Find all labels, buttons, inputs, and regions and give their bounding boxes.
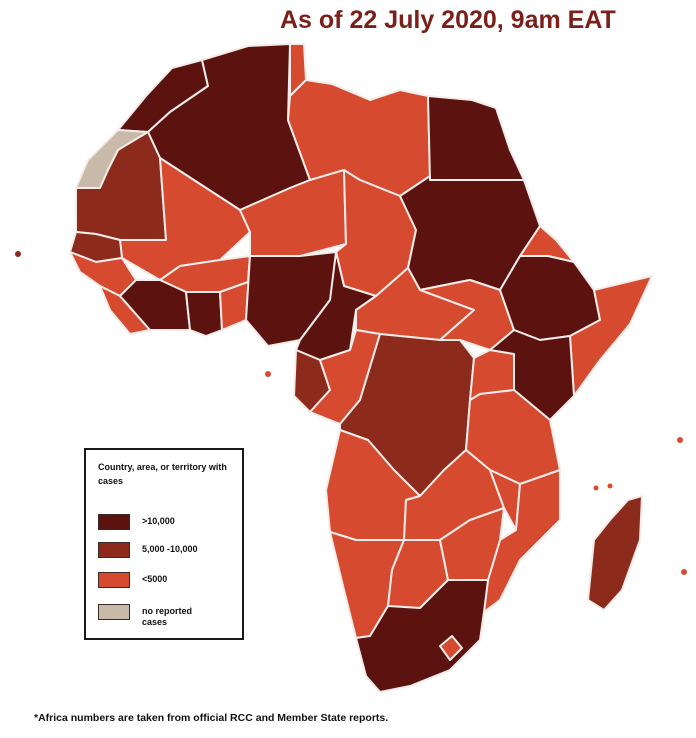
island-cape-verde[interactable] xyxy=(15,251,21,257)
region-lesotho[interactable] xyxy=(439,635,463,661)
region-sierra-leone-liberia[interactable] xyxy=(99,285,151,335)
island-comoros[interactable] xyxy=(593,485,599,491)
legend-label-no-cases: no reported cases xyxy=(142,606,193,627)
island-sao-tome[interactable] xyxy=(265,371,271,377)
legend-label-5000-10000: 5,000 -10,000 xyxy=(142,544,198,554)
map-title: As of 22 July 2020, 9am EAT xyxy=(280,6,616,34)
region-ghana[interactable] xyxy=(185,291,223,337)
legend-title: Country, area, or territory with cases xyxy=(98,462,227,486)
island-comoros-2[interactable] xyxy=(607,483,613,489)
region-mozambique[interactable] xyxy=(483,469,561,613)
region-egypt[interactable] xyxy=(427,95,525,181)
legend-swatch-under-5000 xyxy=(98,572,130,588)
island-mauritius[interactable] xyxy=(681,569,687,575)
region-madagascar[interactable] xyxy=(587,495,643,611)
africa-map xyxy=(15,43,687,693)
region-somalia[interactable] xyxy=(569,275,653,397)
legend-label-under-5000: <5000 xyxy=(142,574,168,584)
legend-swatch-5000-10000 xyxy=(98,542,130,558)
region-south-africa[interactable] xyxy=(355,579,489,693)
map-legend: Country, area, or territory with cases >… xyxy=(84,448,244,640)
legend-label-over-10000: >10,000 xyxy=(142,516,175,526)
source-footnote: *Africa numbers are taken from official … xyxy=(34,712,389,724)
legend-swatch-over-10000 xyxy=(98,514,130,530)
legend-swatch-no-cases xyxy=(98,604,130,620)
island-seychelles[interactable] xyxy=(677,437,683,443)
